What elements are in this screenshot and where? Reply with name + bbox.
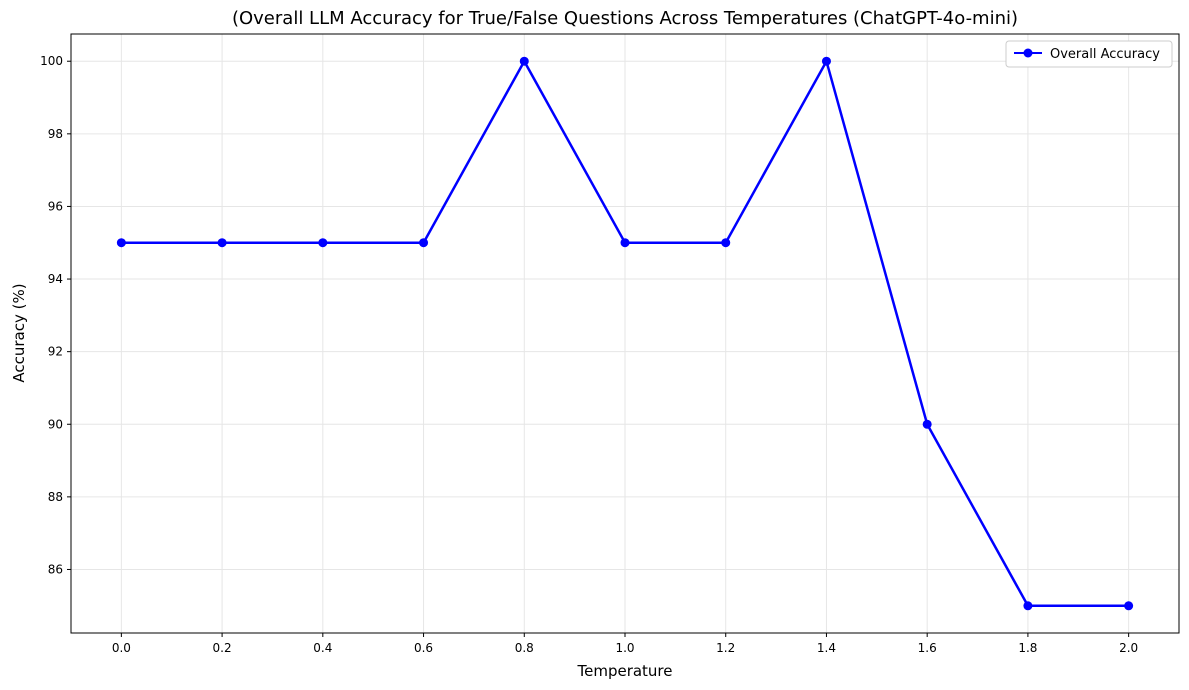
y-tick-label: 100: [40, 54, 63, 68]
legend-marker: [1023, 48, 1033, 58]
data-point: [318, 238, 328, 248]
y-tick-label: 98: [48, 127, 63, 141]
grid: [71, 34, 1179, 633]
data-point: [1124, 601, 1134, 611]
plot-frame: [70, 33, 1180, 634]
y-tick-label: 96: [48, 199, 63, 213]
x-tick-label: 1.8: [1018, 641, 1037, 655]
data-point: [519, 56, 529, 66]
x-tick-label: 0.6: [414, 641, 433, 655]
data-point: [922, 419, 932, 429]
y-axis-label: Accuracy (%): [10, 283, 28, 382]
y-axis-ticks: 86 88 90 92 94 96 98 100: [40, 54, 71, 576]
y-tick-label: 94: [48, 272, 63, 286]
y-tick-label: 86: [48, 562, 63, 576]
x-tick-label: 1.6: [918, 641, 937, 655]
data-point: [116, 238, 126, 248]
legend: Overall Accuracy: [1005, 40, 1173, 68]
x-axis-ticks: 0.0 0.2 0.4 0.6 0.8 1.0 1.2 1.4 1.6 1.8 2.0: [112, 633, 1138, 655]
y-tick-label: 90: [48, 417, 63, 431]
legend-box: [1005, 40, 1173, 68]
x-tick-label: 2.0: [1119, 641, 1138, 655]
y-tick-label: 88: [48, 490, 63, 504]
x-tick-label: 1.2: [716, 641, 735, 655]
data-point: [419, 238, 429, 248]
x-tick-label: 0.4: [313, 641, 332, 655]
x-tick-label: 0.0: [112, 641, 131, 655]
legend-label: Overall Accuracy: [1050, 47, 1160, 62]
y-tick-label: 92: [48, 345, 63, 359]
x-axis-label: Temperature: [576, 662, 672, 680]
x-tick-label: 0.8: [515, 641, 534, 655]
x-tick-label: 0.2: [213, 641, 232, 655]
x-tick-label: 1.0: [615, 641, 634, 655]
chart-title: (Overall LLM Accuracy for True/False Que…: [232, 8, 1018, 29]
x-tick-label: 1.4: [817, 641, 836, 655]
data-point: [217, 238, 227, 248]
data-point: [620, 238, 630, 248]
data-point: [1023, 601, 1033, 611]
data-point: [721, 238, 731, 248]
data-point: [821, 56, 831, 66]
series-layer: [116, 56, 1134, 611]
